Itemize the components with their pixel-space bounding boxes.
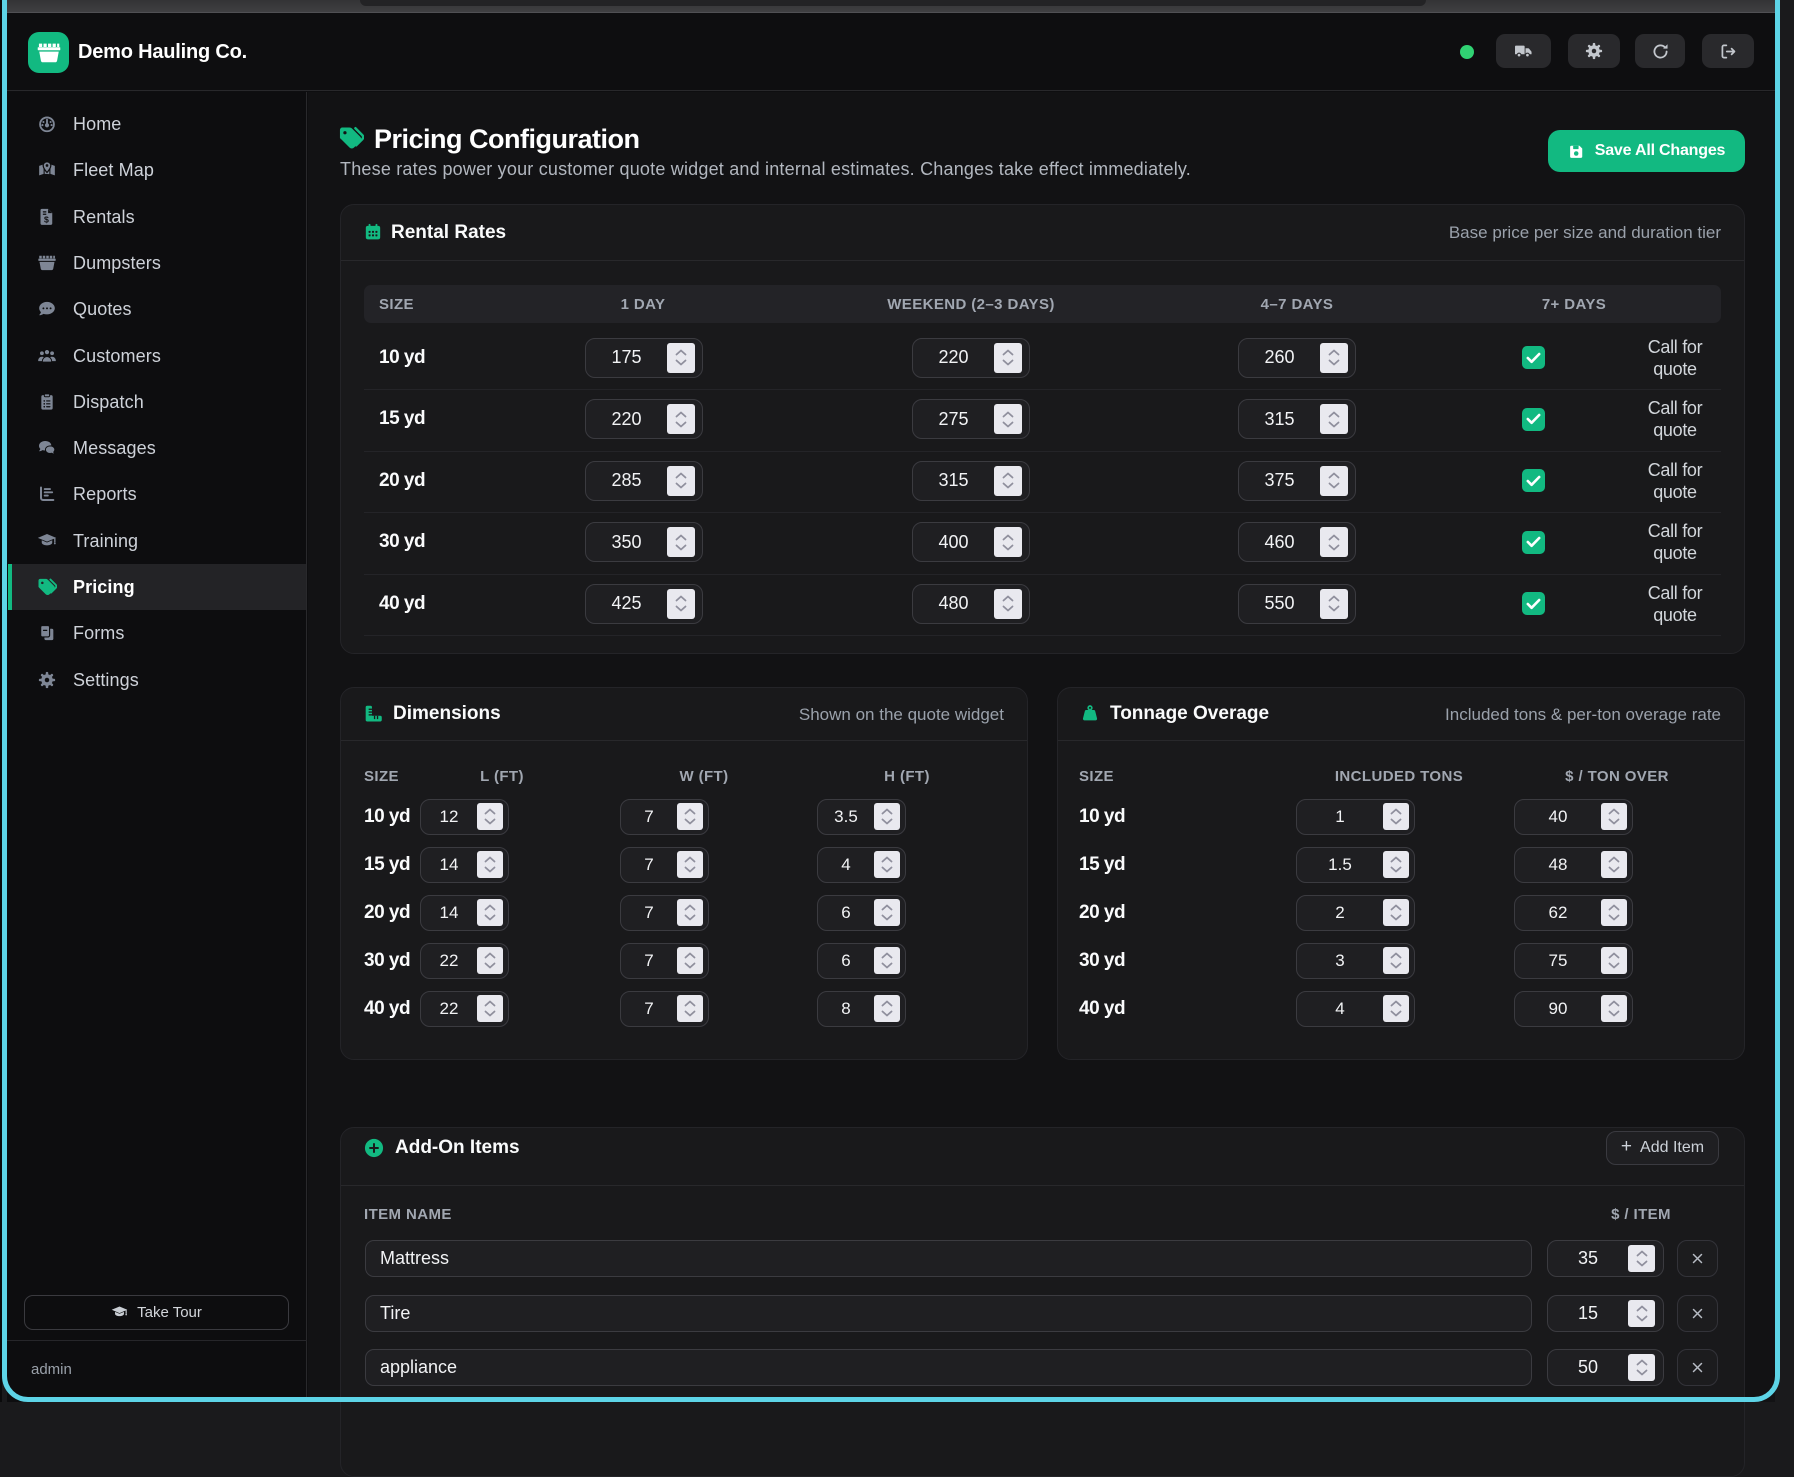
svg-text:$: $ [44,214,49,224]
